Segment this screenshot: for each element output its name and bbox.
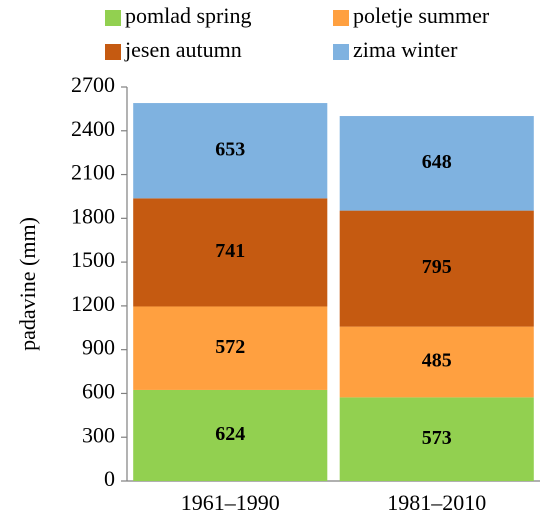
legend-swatch xyxy=(105,10,121,26)
y-tick-label: 2100 xyxy=(71,160,115,185)
y-tick-label: 900 xyxy=(82,335,115,360)
legend-swatch xyxy=(333,10,349,26)
y-axis-title: padavine (mm) xyxy=(15,217,40,351)
bar-segment xyxy=(133,306,328,390)
y-tick-label: 2700 xyxy=(71,72,115,97)
y-tick-label: 300 xyxy=(82,422,115,447)
value-label: 572 xyxy=(215,336,245,358)
legend-swatch xyxy=(105,44,121,60)
value-label: 624 xyxy=(215,423,245,445)
bar-segment xyxy=(339,326,534,398)
x-tick-label: 1961–1990 xyxy=(181,490,280,515)
value-label: 741 xyxy=(215,240,245,262)
bar-segment xyxy=(133,198,328,307)
value-label: 795 xyxy=(422,256,452,278)
bar-segment xyxy=(133,389,328,481)
value-label: 485 xyxy=(422,350,452,372)
value-label: 648 xyxy=(422,151,452,173)
legend-label: jesen autumn xyxy=(124,37,242,62)
legend-swatch xyxy=(333,44,349,60)
legend-label: poletje summer xyxy=(353,3,490,28)
y-tick-label: 600 xyxy=(82,378,115,403)
x-tick-label: 1981–2010 xyxy=(387,490,486,515)
bar-segment xyxy=(339,210,534,327)
legend-label: pomlad spring xyxy=(125,3,252,28)
y-tick-label: 1500 xyxy=(71,247,115,272)
legend-label: zima winter xyxy=(353,37,458,62)
bar-segment xyxy=(339,116,534,211)
y-tick-label: 0 xyxy=(104,466,115,491)
value-label: 653 xyxy=(215,138,245,160)
value-label: 573 xyxy=(422,427,452,449)
bar-segment xyxy=(133,103,328,199)
bar-segment xyxy=(339,397,534,481)
y-tick-label: 1800 xyxy=(71,203,115,228)
y-tick-label: 2400 xyxy=(71,116,115,141)
y-tick-label: 1200 xyxy=(71,291,115,316)
